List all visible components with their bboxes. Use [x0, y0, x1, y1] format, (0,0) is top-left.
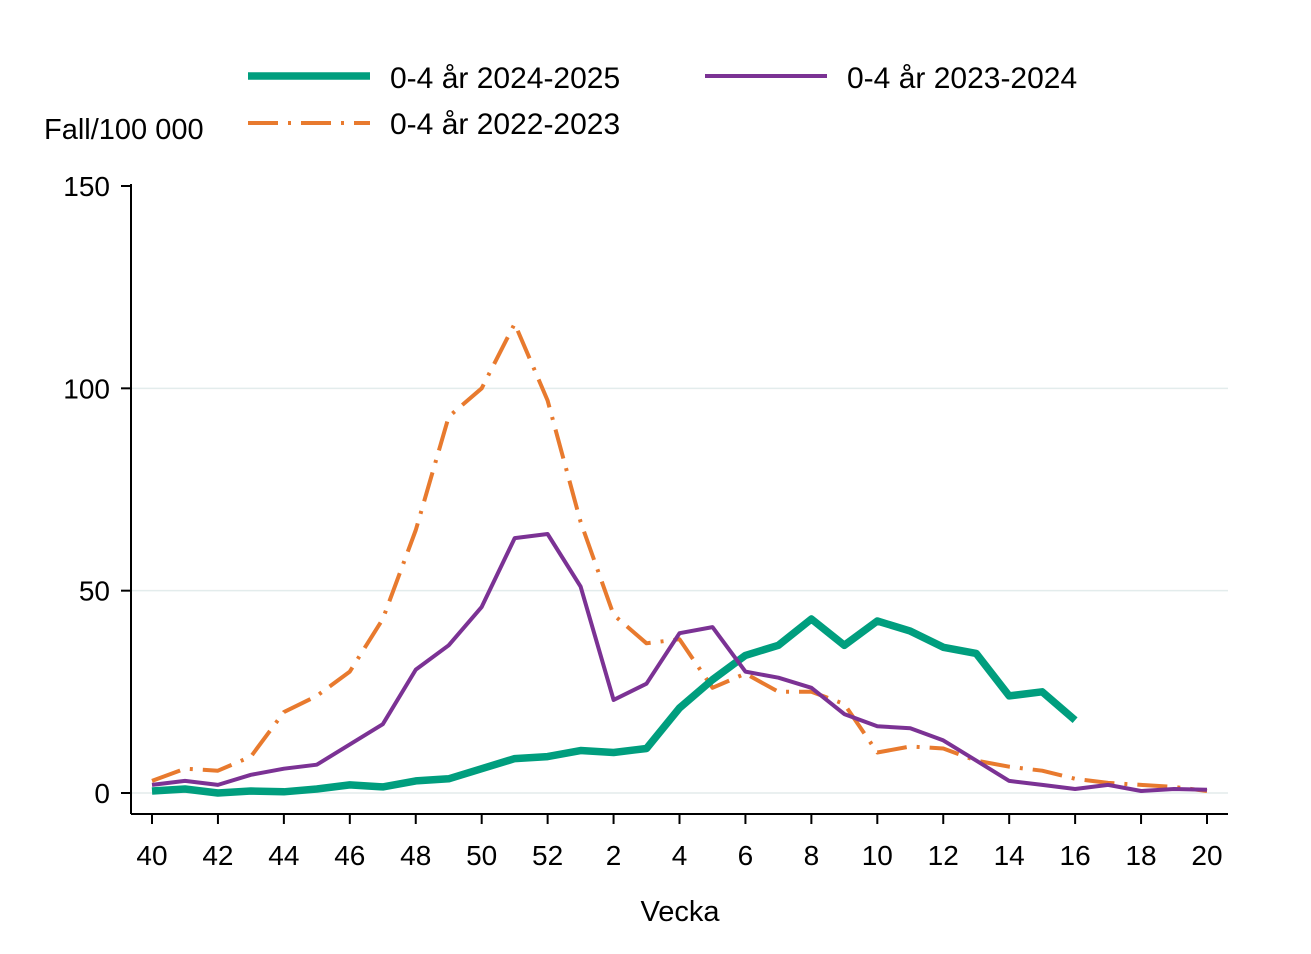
- x-tick-label: 18: [1125, 840, 1156, 871]
- legend-label: 0-4 år 2023-2024: [847, 62, 1077, 95]
- series-line-0-4-2022-2023: [151, 321, 1208, 793]
- y-tick-label: 0: [94, 778, 110, 809]
- x-tick-label: 12: [928, 840, 959, 871]
- y-tick-label: 50: [79, 576, 110, 607]
- x-tick-label: 2: [606, 840, 622, 871]
- x-tick-label: 50: [466, 840, 497, 871]
- series-line-0-4-2024-2025: [151, 615, 1078, 797]
- y-axis-title: Fall/100 000: [44, 114, 204, 146]
- x-axis-title: Vecka: [641, 896, 721, 928]
- legend-label: 0-4 år 2022-2023: [390, 108, 620, 141]
- legend-entry: 0-4 år 2022-2023: [248, 108, 620, 141]
- gridlines: [131, 387, 1228, 794]
- legend: 0-4 år 2024-2025 0-4 år 2023-2024 0-4 år 2…: [248, 62, 1077, 141]
- series-line-0-4-2023-2024: [151, 532, 1208, 793]
- x-tick-label: 4: [672, 840, 688, 871]
- x-tick-label: 16: [1060, 840, 1091, 871]
- legend-entry: 0-4 år 2023-2024: [705, 62, 1077, 95]
- x-tick-label: 8: [804, 840, 820, 871]
- y-tick-label: 100: [63, 373, 110, 404]
- x-tick-label: 52: [532, 840, 563, 871]
- series-lines: [151, 321, 1208, 797]
- x-tick-label: 44: [268, 840, 299, 871]
- legend-label: 0-4 år 2024-2025: [390, 62, 620, 95]
- x-tick-label: 48: [400, 840, 431, 871]
- x-tick-label: 14: [994, 840, 1025, 871]
- legend-entry: 0-4 år 2024-2025: [248, 62, 620, 95]
- x-tick-label: 42: [202, 840, 233, 871]
- x-tick-label: 40: [136, 840, 167, 871]
- x-tick-label: 10: [862, 840, 893, 871]
- x-tick-label: 6: [738, 840, 754, 871]
- x-tick-label: 46: [334, 840, 365, 871]
- x-tick-label: 20: [1191, 840, 1222, 871]
- y-tick-label: 150: [63, 171, 110, 202]
